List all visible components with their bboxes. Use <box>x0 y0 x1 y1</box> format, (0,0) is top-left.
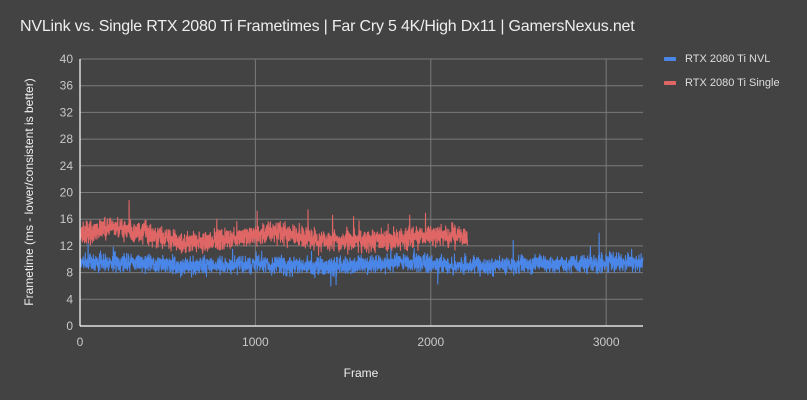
legend-label-nvl: RTX 2080 Ti NVL <box>685 53 771 65</box>
x-tick-label: 0 <box>77 335 84 349</box>
y-tick-label: 32 <box>60 105 74 119</box>
y-tick-label: 40 <box>60 52 74 66</box>
series-nvl-line <box>79 232 644 287</box>
legend-item-single[interactable]: RTX 2080 Ti Single <box>664 76 780 90</box>
x-tick-label: 3000 <box>593 335 620 349</box>
x-tick-label: 2000 <box>417 335 444 349</box>
legend-swatch-nvl <box>664 57 676 61</box>
y-tick-label: 36 <box>60 79 74 93</box>
legend-item-nvl[interactable]: RTX 2080 Ti NVL <box>664 52 780 66</box>
y-tick-label: 12 <box>60 239 74 253</box>
series-single-line <box>79 199 468 256</box>
legend: RTX 2080 Ti NVL RTX 2080 Ti Single <box>664 52 780 100</box>
y-tick-label: 28 <box>60 132 74 146</box>
y-tick-label: 20 <box>60 186 74 200</box>
y-tick-label: 16 <box>60 212 74 226</box>
y-axis-label: Frametime (ms - lower/consistent is bett… <box>22 78 36 306</box>
x-tick-label: 1000 <box>242 335 269 349</box>
y-tick-label: 8 <box>66 266 73 280</box>
legend-swatch-single <box>664 81 676 85</box>
legend-label-single: RTX 2080 Ti Single <box>685 77 780 89</box>
y-tick-label: 4 <box>66 292 73 306</box>
x-axis-label: Frame <box>343 366 379 380</box>
chart-title: NVLink vs. Single RTX 2080 Ti Frametimes… <box>20 18 635 35</box>
y-tick-label: 24 <box>60 159 74 173</box>
y-tick-label: 0 <box>66 319 73 333</box>
